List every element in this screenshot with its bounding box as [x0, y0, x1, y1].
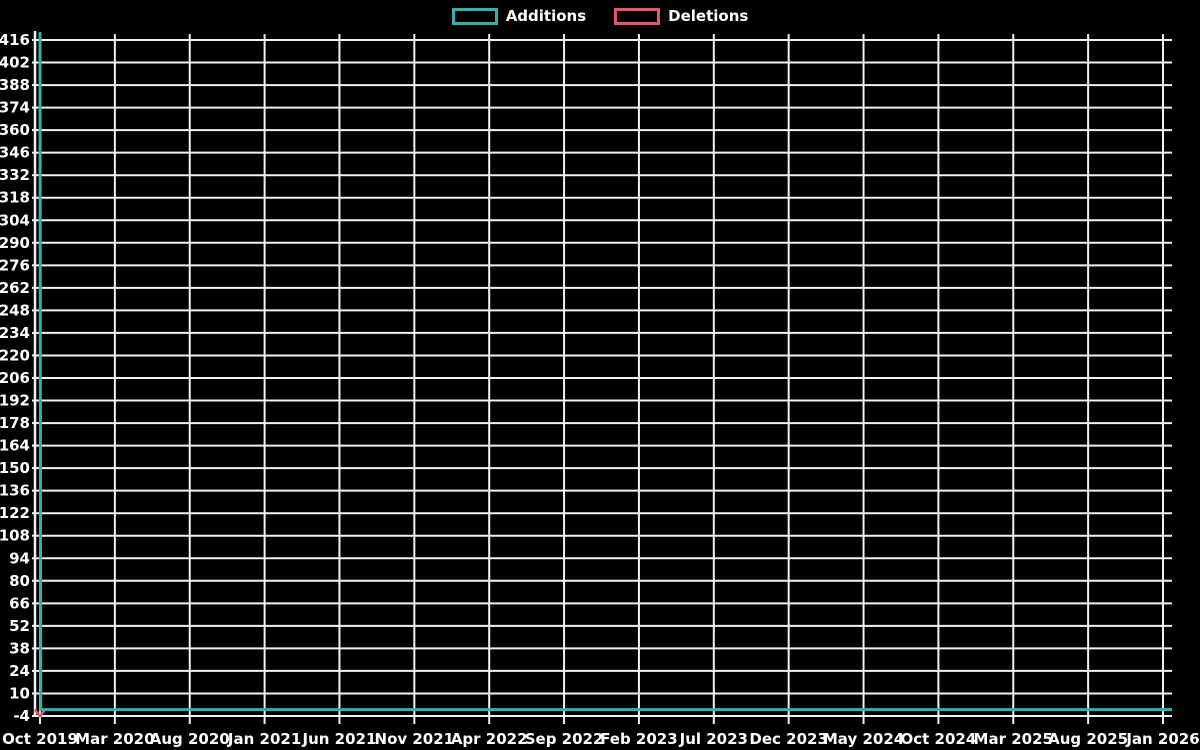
legend-item-additions[interactable]: Additions [451, 7, 587, 25]
chart-legend: Additions Deletions [0, 7, 1200, 25]
y-axis-tick-label: 66 [9, 594, 30, 612]
y-axis-tick-label: 234 [0, 324, 30, 342]
x-axis-tick-label: May 2024 [823, 730, 904, 748]
y-axis-tick-label: 304 [0, 211, 30, 229]
y-axis-tick-label: 332 [0, 166, 30, 184]
x-axis-tick-label: Jan 2021 [227, 730, 301, 748]
y-axis-tick-label: 122 [0, 504, 30, 522]
y-axis-tick-label: 192 [0, 392, 30, 410]
y-axis-tick-label: 10 [9, 684, 30, 702]
y-axis-tick-label: 108 [0, 527, 30, 545]
y-axis-tick-label: 24 [9, 662, 30, 680]
y-axis-tick-label: 178 [0, 414, 30, 432]
additions-line [38, 31, 1172, 712]
x-axis-tick-label: Mar 2025 [974, 730, 1053, 748]
legend-label-deletions: Deletions [668, 7, 749, 25]
additions-swatch-icon [451, 7, 498, 25]
y-axis-tick-label: 262 [0, 279, 30, 297]
y-axis-tick-label: 360 [0, 121, 30, 139]
x-axis-tick-label: Aug 2025 [1048, 730, 1128, 748]
x-axis-tick-label: Feb 2023 [600, 730, 678, 748]
x-axis-tick-label: Jan 2026 [1125, 730, 1199, 748]
y-axis-tick-label: 220 [0, 346, 30, 364]
y-axis-tick-label: 318 [0, 189, 30, 207]
y-axis-tick-label: 206 [0, 369, 30, 387]
y-axis-tick-label: 374 [0, 99, 30, 117]
x-axis-tick-label: Oct 2024 [901, 730, 977, 748]
deletions-swatch-icon [614, 7, 661, 25]
legend-label-additions: Additions [505, 7, 587, 25]
y-axis-tick-label: 388 [0, 76, 30, 94]
y-axis-tick-label: 94 [9, 549, 30, 567]
y-axis-tick-label: 248 [0, 301, 30, 319]
y-axis-tick-label: 346 [0, 144, 30, 162]
y-axis-tick-label: 80 [9, 572, 30, 590]
x-axis-tick-label: Mar 2020 [75, 730, 154, 748]
y-axis-tick-label: 150 [0, 459, 30, 477]
y-axis-tick-label: 52 [9, 617, 30, 635]
x-axis-tick-label: Jul 2023 [679, 730, 748, 748]
legend-item-deletions[interactable]: Deletions [614, 7, 748, 25]
y-axis-tick-label: 164 [0, 437, 30, 455]
x-axis-tick-label: Apr 2022 [451, 730, 528, 748]
x-axis-tick-label: Sep 2022 [525, 730, 604, 748]
y-axis-tick-label: 416 [0, 31, 30, 49]
x-axis-tick-label: Dec 2023 [749, 730, 828, 748]
y-axis-tick-label: 290 [0, 234, 30, 252]
y-axis-tick-label: 276 [0, 256, 30, 274]
x-axis-tick-label: Jun 2021 [302, 730, 377, 748]
y-axis-tick-label: -4 [13, 707, 30, 725]
y-axis-tick-label: 402 [0, 54, 30, 72]
x-axis-tick-label: Aug 2020 [150, 730, 230, 748]
x-axis-tick-label: Oct 2019 [2, 730, 78, 748]
y-axis-tick-label: 136 [0, 482, 30, 500]
y-axis-tick-label: 38 [9, 639, 30, 657]
x-axis-tick-label: Nov 2021 [375, 730, 455, 748]
